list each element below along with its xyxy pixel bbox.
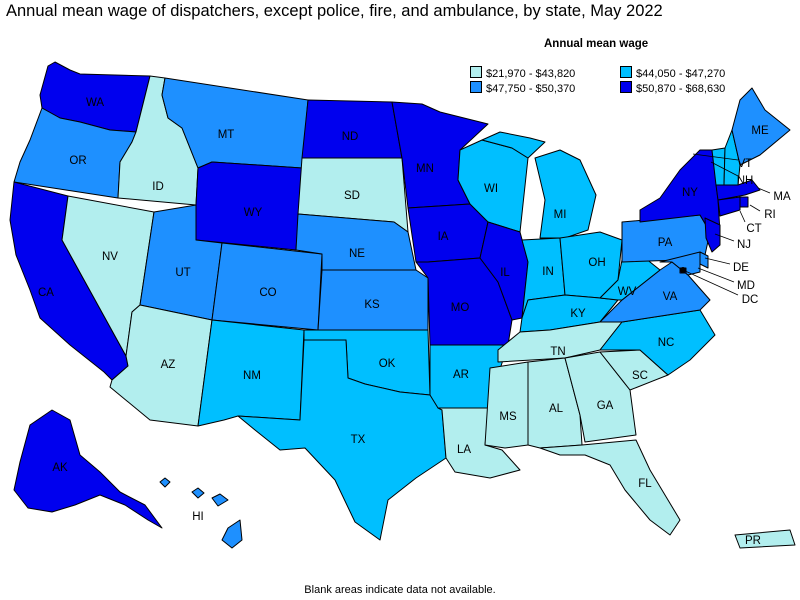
state-tx [237,339,447,541]
legend-swatch [620,81,632,93]
state-label-nv: NV [102,251,118,263]
state-label-nj: NJ [737,239,751,251]
state-label-wa: WA [86,97,104,109]
state-md [659,251,701,276]
state-label-id: ID [152,181,164,193]
state-label-tn: TN [550,346,565,358]
legend-item-bin-1: $21,970 - $43,820 [470,66,575,80]
state-label-ga: GA [597,400,614,412]
state-label-ks: KS [364,299,380,311]
state-label-nd: ND [342,131,359,143]
state-label-wy: WY [244,207,263,219]
state-label-de: DE [733,262,749,274]
footnote: Blank areas indicate data not available. [304,584,496,596]
state-pr [734,529,796,549]
state-label-sc: SC [632,370,648,382]
state-label-va: VA [663,291,678,303]
legend-swatch [470,81,482,93]
state-label-al: AL [549,403,564,415]
state-ct [717,196,741,217]
legend-swatch [470,66,482,78]
state-label-sd: SD [344,190,360,202]
state-wy [195,161,303,251]
state-label-fl: FL [638,478,652,490]
map-title: Annual mean wage of dispatchers, except … [6,2,663,20]
state-label-ct: CT [746,223,761,235]
legend-label: $47,750 - $50,370 [486,83,576,95]
state-label-ma: MA [773,191,791,203]
state-label-ky: KY [570,308,586,320]
legend-swatch [620,66,632,78]
state-label-or: OR [69,155,86,167]
state-label-wv: WV [618,286,637,298]
state-label-me: ME [751,125,769,137]
state-label-ak: AK [52,462,68,474]
state-label-vt: VT [738,158,753,170]
state-label-nm: NM [243,370,261,382]
state-de [699,251,709,269]
state-label-co: CO [259,287,276,299]
state-label-wi: WI [484,183,498,195]
state-label-ok: OK [379,358,396,370]
state-label-md: MD [737,280,755,292]
legend-label: $44,050 - $47,270 [636,68,726,80]
state-label-il: IL [500,267,510,279]
state-label-mo: MO [451,302,470,314]
state-fl [539,439,681,536]
state-ks [317,269,429,331]
state-ms [484,361,529,449]
state-il [479,221,529,321]
state-label-mt: MT [218,129,235,141]
state-label-ms: MS [499,411,517,423]
state-label-nc: NC [658,337,675,349]
state-label-mi: MI [554,209,567,221]
state-label-ny: NY [682,187,698,199]
state-label-pa: PA [658,237,673,249]
state-label-hi: HI [192,511,204,523]
state-label-ar: AR [453,369,469,381]
state-ri [739,196,749,208]
state-hi [159,477,243,549]
state-label-oh: OH [588,257,605,269]
state-label-ne: NE [349,248,365,260]
state-label-ia: IA [438,231,449,243]
state-label-nh: NH [737,175,754,187]
legend-item-bin-3: $47,750 - $50,370 [470,81,575,95]
state-label-ca: CA [38,287,54,299]
state-nj [704,217,721,253]
state-ak [13,409,163,529]
dc-marker [680,267,686,273]
state-label-ut: UT [175,267,190,279]
state-label-in: IN [542,266,554,278]
legend-label: $21,970 - $43,820 [486,68,576,80]
state-label-mn: MN [416,163,434,175]
state-me [731,87,791,166]
legend-label: $50,870 - $68,630 [636,83,726,95]
state-label-tx: TX [351,434,366,446]
state-label-pr: PR [745,535,761,547]
state-label-az: AZ [161,359,176,371]
legend-title: Annual mean wage [544,38,649,50]
state-mi [481,131,597,239]
state-nd [301,99,403,159]
state-wv [599,257,661,301]
legend-item-bin-4: $50,870 - $68,630 [620,81,725,95]
state-label-ri: RI [764,209,776,221]
state-label-la: LA [457,444,471,456]
state-label-dc: DC [742,294,759,306]
legend-item-bin-2: $44,050 - $47,270 [620,66,725,80]
